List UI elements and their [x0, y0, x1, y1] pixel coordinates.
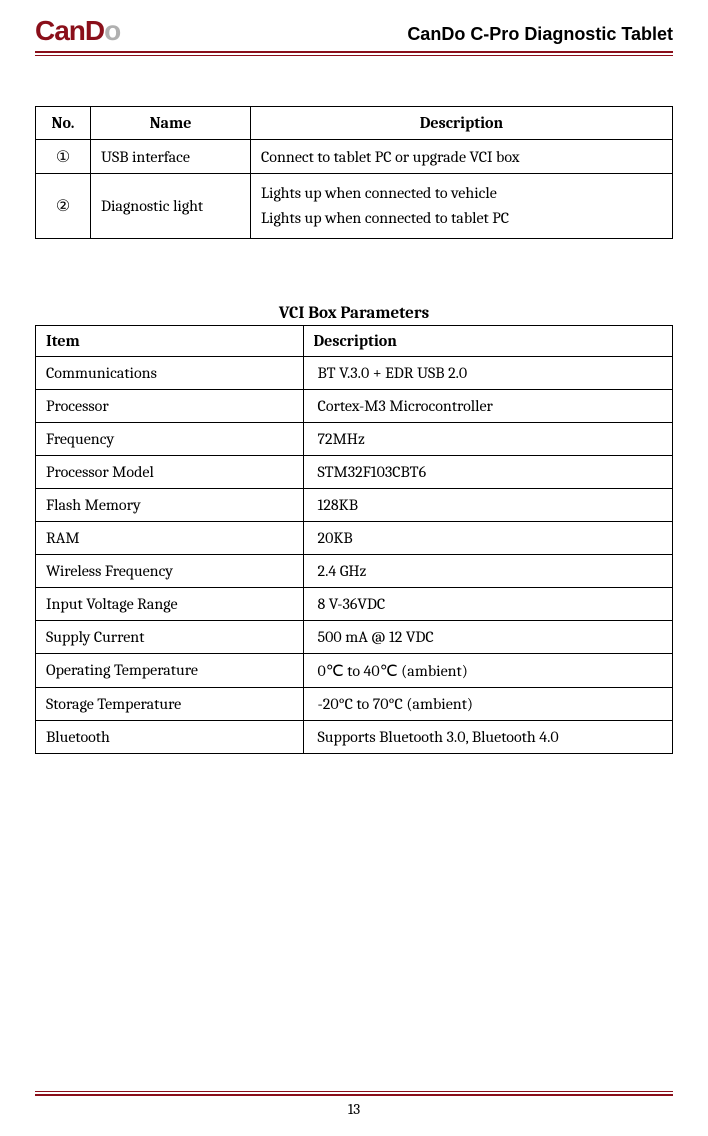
page-number: 13: [35, 1100, 673, 1118]
table-row: BluetoothSupports Bluetooth 3.0, Bluetoo…: [36, 720, 673, 753]
header-name: Name: [91, 107, 251, 140]
footer-divider: [35, 1091, 673, 1096]
cell-desc: Lights up when connected to vehicleLight…: [251, 174, 673, 239]
cell-desc: STM32F103CBT6: [303, 455, 672, 488]
cell-item: Processor Model: [36, 455, 304, 488]
table-row: RAM20KB: [36, 521, 673, 554]
cell-item: Operating Temperature: [36, 653, 304, 687]
cell-no: ①: [36, 140, 91, 174]
page-header: CanDo CanDo C-Pro Diagnostic Tablet: [35, 15, 673, 49]
cell-desc: 8 V-36VDC: [303, 587, 672, 620]
header-no: No.: [36, 107, 91, 140]
table-header-row: Item Description: [36, 325, 673, 356]
table-header-row: No. Name Description: [36, 107, 673, 140]
logo-main: CanD: [35, 15, 104, 46]
table-row: Wireless Frequency2.4 GHz: [36, 554, 673, 587]
header-description: Description: [251, 107, 673, 140]
logo: CanDo: [35, 15, 120, 47]
cell-desc: 500 mA @ 12 VDC: [303, 620, 672, 653]
cell-desc: Supports Bluetooth 3.0, Bluetooth 4.0: [303, 720, 672, 753]
cell-no: ②: [36, 174, 91, 239]
cell-desc: Cortex-M3 Microcontroller: [303, 389, 672, 422]
cell-desc: BT V.3.0 + EDR USB 2.0: [303, 356, 672, 389]
cell-desc: 2.4 GHz: [303, 554, 672, 587]
cell-desc: 128KB: [303, 488, 672, 521]
cell-item: Frequency: [36, 422, 304, 455]
cell-item: Flash Memory: [36, 488, 304, 521]
cell-item: Communications: [36, 356, 304, 389]
section-title: VCI Box Parameters: [35, 304, 673, 323]
cell-item: RAM: [36, 521, 304, 554]
cell-desc: 72MHz: [303, 422, 672, 455]
header-description: Description: [303, 325, 672, 356]
header-item: Item: [36, 325, 304, 356]
table-row: Frequency72MHz: [36, 422, 673, 455]
cell-item: Storage Temperature: [36, 687, 304, 720]
header-title: CanDo C-Pro Diagnostic Tablet: [407, 24, 673, 47]
cell-name: USB interface: [91, 140, 251, 174]
page-footer: 13: [35, 1091, 673, 1118]
cell-desc: 20KB: [303, 521, 672, 554]
table-row: ② Diagnostic light Lights up when connec…: [36, 174, 673, 239]
table-row: ProcessorCortex-M3 Microcontroller: [36, 389, 673, 422]
cell-item: Input Voltage Range: [36, 587, 304, 620]
table-row: Input Voltage Range8 V-36VDC: [36, 587, 673, 620]
page-content: No. Name Description ① USB interface Con…: [35, 56, 673, 754]
table-row: CommunicationsBT V.3.0 + EDR USB 2.0: [36, 356, 673, 389]
table-row: Storage Temperature-20°C to 70°C (ambien…: [36, 687, 673, 720]
table-row: ① USB interface Connect to tablet PC or …: [36, 140, 673, 174]
cell-item: Wireless Frequency: [36, 554, 304, 587]
table-row: Operating Temperature0℃ to 40℃ (ambient): [36, 653, 673, 687]
cell-item: Supply Current: [36, 620, 304, 653]
cell-desc: Connect to tablet PC or upgrade VCI box: [251, 140, 673, 174]
cell-desc: 0℃ to 40℃ (ambient): [303, 653, 672, 687]
cell-item: Processor: [36, 389, 304, 422]
cell-name: Diagnostic light: [91, 174, 251, 239]
parameters-table: Item Description CommunicationsBT V.3.0 …: [35, 325, 673, 754]
logo-text: CanDo: [35, 15, 120, 47]
table-row: Supply Current500 mA @ 12 VDC: [36, 620, 673, 653]
table-row: Flash Memory128KB: [36, 488, 673, 521]
interface-table: No. Name Description ① USB interface Con…: [35, 106, 673, 239]
logo-accent: o: [104, 15, 120, 46]
cell-desc: -20°C to 70°C (ambient): [303, 687, 672, 720]
cell-item: Bluetooth: [36, 720, 304, 753]
table-row: Processor ModelSTM32F103CBT6: [36, 455, 673, 488]
